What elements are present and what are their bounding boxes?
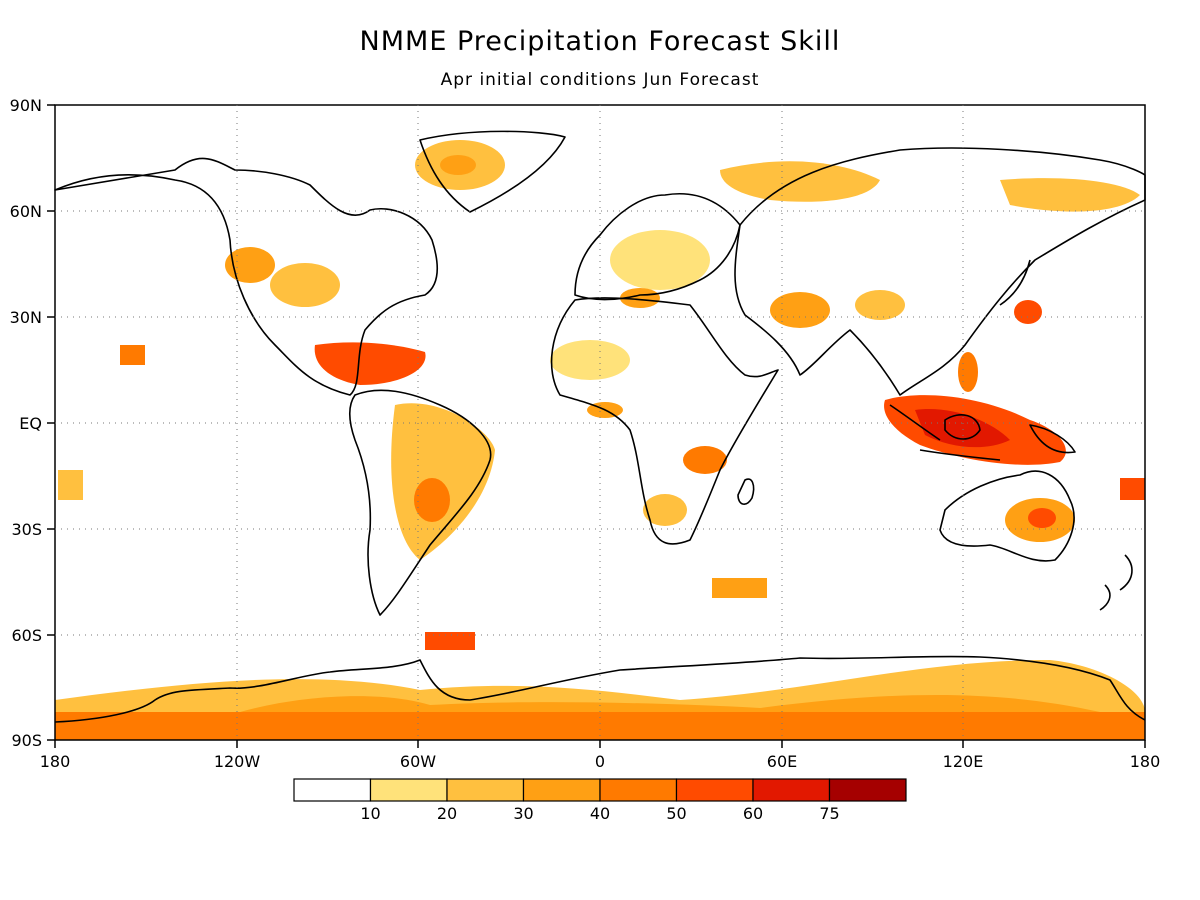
skill-greenland-core xyxy=(440,155,476,175)
skill-siberia xyxy=(720,161,880,202)
lon-label: 60W xyxy=(400,752,436,771)
colorbar-label: 75 xyxy=(819,804,839,823)
coastline-europe xyxy=(574,193,741,301)
colorbar-swatch xyxy=(522,778,601,802)
lon-labels: 180 120W 60W 0 60E 120E 180 xyxy=(40,752,1161,771)
coastline-madagascar xyxy=(737,478,755,505)
colorbar-label: 20 xyxy=(437,804,457,823)
lon-label: 0 xyxy=(595,752,605,771)
colorbar-swatch xyxy=(599,778,678,802)
coastline-new-guinea xyxy=(1029,424,1076,454)
skill-maritime-core xyxy=(915,409,1010,448)
skill-west-pacific xyxy=(1014,300,1042,324)
lon-label: 120W xyxy=(214,752,261,771)
skill-patch-pacific xyxy=(120,345,145,365)
colorbar-swatch xyxy=(675,778,754,802)
colorbar-swatch xyxy=(446,778,525,802)
coastline-asia xyxy=(734,147,1146,396)
colorbar-label: 30 xyxy=(513,804,533,823)
lat-label: 90S xyxy=(11,731,42,750)
lon-label: 180 xyxy=(40,752,71,771)
skill-shading xyxy=(55,140,1145,740)
coastline-north-america xyxy=(54,157,439,396)
colorbar-label: 60 xyxy=(743,804,763,823)
lon-label: 120E xyxy=(943,752,984,771)
coastline-greenland xyxy=(419,130,566,213)
skill-patch-atlantic xyxy=(425,632,475,650)
axis-ticks xyxy=(47,104,1146,748)
coastline-africa xyxy=(550,297,779,545)
coastline-south-america xyxy=(348,389,492,616)
skill-south-america xyxy=(391,403,495,560)
coastline-australia xyxy=(939,470,1075,562)
skill-patch-east-pacific xyxy=(1120,478,1145,500)
skill-south-asia xyxy=(855,290,905,320)
skill-south-america-core xyxy=(414,478,450,522)
skill-west-africa xyxy=(550,340,630,380)
coastline-borneo xyxy=(944,414,981,440)
colorbar-label: 40 xyxy=(590,804,610,823)
skill-patch-indian xyxy=(712,578,767,598)
colorbar: 10 20 30 40 50 60 75 xyxy=(293,778,907,823)
lon-label: 180 xyxy=(1130,752,1161,771)
lat-labels: 90N 60N 30N EQ 30S 60S 90S xyxy=(10,96,42,750)
coastlines xyxy=(54,130,1146,723)
coastline-japan xyxy=(999,259,1031,306)
coastline-new-zealand xyxy=(1099,554,1133,611)
skill-east-asia xyxy=(1000,178,1140,212)
colorbar-swatch xyxy=(293,778,372,802)
colorbar-swatch xyxy=(752,778,831,802)
lat-label: 30N xyxy=(10,308,42,327)
skill-middle-east xyxy=(770,292,830,328)
skill-patch-south-pacific xyxy=(58,470,83,500)
skill-australia-core xyxy=(1028,508,1056,528)
coastline-sumatra xyxy=(889,404,941,441)
skill-caribbean xyxy=(314,342,426,385)
colorbar-label: 50 xyxy=(666,804,686,823)
skill-antarctic-inner xyxy=(240,694,1100,712)
lat-label: 30S xyxy=(11,520,42,539)
colorbar-swatch xyxy=(828,778,907,802)
lon-label: 60E xyxy=(767,752,797,771)
lat-label: 90N xyxy=(10,96,42,115)
lat-label: EQ xyxy=(19,414,42,433)
colorbar-label: 10 xyxy=(360,804,380,823)
lat-label: 60N xyxy=(10,202,42,221)
map-subtitle: Apr initial conditions Jun Forecast xyxy=(440,70,760,90)
coastline-java xyxy=(919,449,1001,461)
skill-east-africa xyxy=(683,446,727,474)
map-title: NMME Precipitation Forecast Skill xyxy=(359,26,841,57)
skill-philippines xyxy=(958,352,978,392)
skill-southern-africa xyxy=(643,494,687,526)
colorbar-swatch xyxy=(369,778,448,802)
coastline-antarctica xyxy=(54,655,1146,723)
skill-europe xyxy=(610,230,710,290)
skill-central-us xyxy=(270,263,340,307)
lat-label: 60S xyxy=(11,626,42,645)
skill-mediterranean xyxy=(620,288,660,308)
